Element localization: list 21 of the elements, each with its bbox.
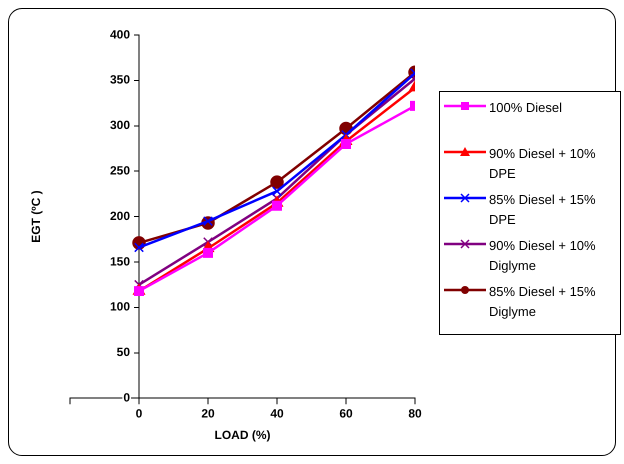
- x-axis-title: LOAD (%): [214, 428, 271, 442]
- x-tick-label: 60: [339, 406, 353, 421]
- y-tick-label: 400: [110, 27, 130, 42]
- x-tick-label: 20: [201, 406, 216, 421]
- legend-label: 85% Diesel + 15% Diglyme: [489, 283, 597, 321]
- y-tick-label: 200: [110, 208, 130, 223]
- legend-label: 100% Diesel: [489, 99, 562, 117]
- legend-label: 90% Diesel + 10% Diglyme: [489, 237, 597, 275]
- x-tick-label: 80: [408, 406, 422, 421]
- x-tick-label: 0: [136, 406, 143, 421]
- y-tick-label: 50: [116, 345, 130, 360]
- y-tick-label: 150: [110, 254, 130, 268]
- legend-label: 85% Diesel + 15% DPE: [489, 191, 597, 229]
- x-tick-label: 40: [270, 406, 284, 421]
- y-tick-label: 300: [110, 118, 130, 132]
- legend-label: 90% Diesel + 10% DPE: [489, 145, 597, 183]
- y-tick-label: 350: [110, 72, 130, 87]
- y-tick-label: 0: [123, 390, 130, 405]
- y-tick-label: 250: [110, 164, 130, 178]
- y-axis-title: EGT (ºC ): [29, 190, 44, 243]
- y-tick-label: 100: [110, 300, 130, 314]
